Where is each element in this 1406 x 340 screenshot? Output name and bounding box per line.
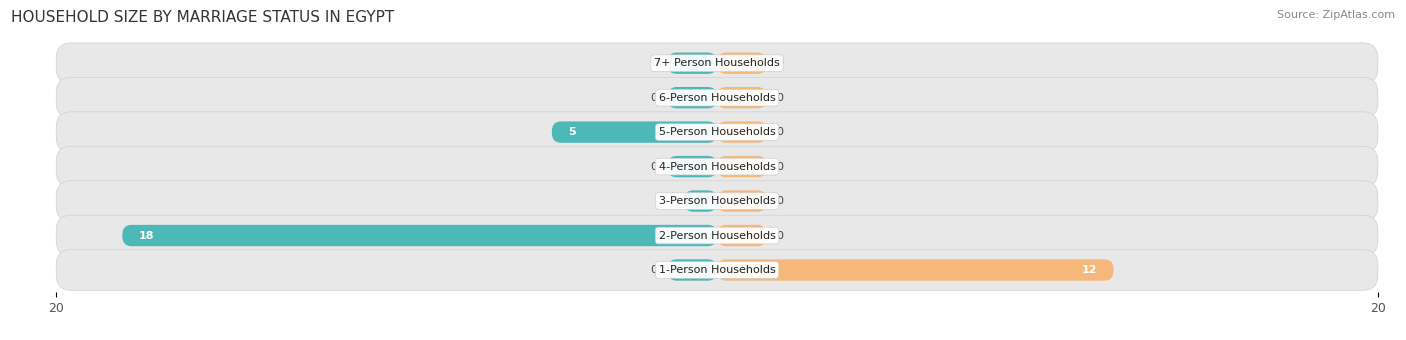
Text: 0: 0	[776, 162, 783, 172]
Text: 0: 0	[776, 127, 783, 137]
FancyBboxPatch shape	[717, 190, 766, 212]
FancyBboxPatch shape	[56, 146, 1378, 187]
Text: HOUSEHOLD SIZE BY MARRIAGE STATUS IN EGYPT: HOUSEHOLD SIZE BY MARRIAGE STATUS IN EGY…	[11, 10, 395, 25]
Text: 1: 1	[666, 196, 673, 206]
FancyBboxPatch shape	[56, 78, 1378, 118]
FancyBboxPatch shape	[717, 156, 766, 177]
FancyBboxPatch shape	[56, 112, 1378, 152]
FancyBboxPatch shape	[668, 156, 717, 177]
Text: 0: 0	[651, 58, 658, 68]
Text: 0: 0	[776, 196, 783, 206]
Text: 4-Person Households: 4-Person Households	[658, 162, 776, 172]
Text: 0: 0	[651, 265, 658, 275]
FancyBboxPatch shape	[551, 121, 717, 143]
Text: 2-Person Households: 2-Person Households	[658, 231, 776, 240]
Text: 18: 18	[139, 231, 155, 240]
Text: 12: 12	[1081, 265, 1097, 275]
FancyBboxPatch shape	[56, 215, 1378, 256]
Text: 0: 0	[776, 58, 783, 68]
Text: 0: 0	[651, 162, 658, 172]
Text: 0: 0	[776, 231, 783, 240]
FancyBboxPatch shape	[122, 225, 717, 246]
FancyBboxPatch shape	[717, 225, 766, 246]
Text: 1-Person Households: 1-Person Households	[658, 265, 776, 275]
FancyBboxPatch shape	[56, 43, 1378, 84]
Text: 6-Person Households: 6-Person Households	[658, 93, 776, 103]
FancyBboxPatch shape	[717, 259, 1114, 281]
FancyBboxPatch shape	[668, 259, 717, 281]
Text: 5: 5	[568, 127, 576, 137]
FancyBboxPatch shape	[685, 190, 717, 212]
Text: 7+ Person Households: 7+ Person Households	[654, 58, 780, 68]
Text: Source: ZipAtlas.com: Source: ZipAtlas.com	[1277, 10, 1395, 20]
FancyBboxPatch shape	[717, 121, 766, 143]
Text: 0: 0	[776, 93, 783, 103]
Text: 3-Person Households: 3-Person Households	[658, 196, 776, 206]
FancyBboxPatch shape	[717, 52, 766, 74]
Text: 0: 0	[651, 93, 658, 103]
FancyBboxPatch shape	[56, 250, 1378, 290]
FancyBboxPatch shape	[668, 87, 717, 108]
FancyBboxPatch shape	[668, 52, 717, 74]
FancyBboxPatch shape	[56, 181, 1378, 221]
Text: 5-Person Households: 5-Person Households	[658, 127, 776, 137]
FancyBboxPatch shape	[717, 87, 766, 108]
